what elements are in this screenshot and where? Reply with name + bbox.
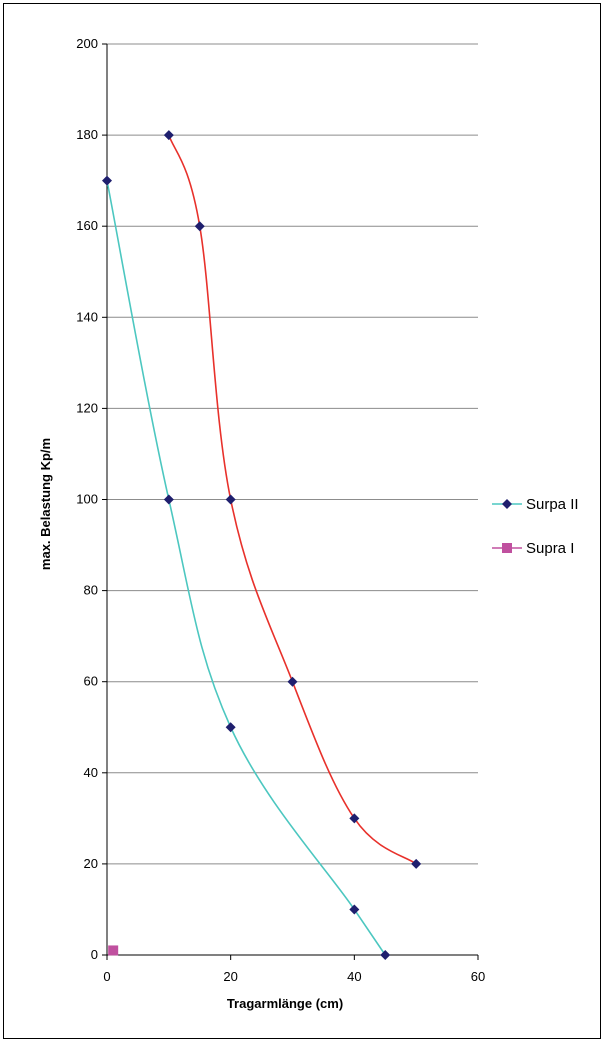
series-1-point-0 <box>163 130 174 141</box>
x-tick-label-1: 20 <box>223 969 237 984</box>
series-0-point-2 <box>225 722 236 733</box>
y-tick-label-7: 140 <box>76 309 98 324</box>
legend: Surpa II Supra I <box>492 496 579 557</box>
y-tick-label-0: 0 <box>91 947 98 962</box>
y-axis-title: max. Belastung Kp/m <box>38 438 53 570</box>
series-1-point-2 <box>225 494 236 505</box>
chart-frame: 0 20 40 60 80 100 120 140 160 180 200 0 20 40 60 Traga… <box>3 3 601 1039</box>
series-line-0 <box>106 180 386 956</box>
series-0-point-0 <box>102 175 112 186</box>
series-1-point-3 <box>287 676 298 687</box>
chart-svg: 0 20 40 60 80 100 120 140 160 180 200 0 20 40 60 Traga… <box>38 36 579 1011</box>
x-tick-label-0: 0 <box>103 969 110 984</box>
y-tick-label-6: 120 <box>76 400 98 415</box>
series-layer <box>106 134 417 956</box>
x-tick-label-2: 40 <box>347 969 361 984</box>
y-tick-label-8: 160 <box>76 218 98 233</box>
grid-layer <box>107 43 478 865</box>
y-tick-label-2: 40 <box>84 765 98 780</box>
y-tick-label-5: 100 <box>76 492 98 507</box>
series-1-point-5 <box>411 858 422 869</box>
legend-label-2: Supra I <box>526 540 574 557</box>
series-0-point-1 <box>163 494 174 505</box>
y-tick-label-9: 180 <box>76 127 98 142</box>
legend-marker-0 <box>502 499 512 509</box>
x-tick-label-3: 60 <box>471 969 485 984</box>
series-1-point-1 <box>194 221 205 232</box>
marker-layer <box>102 130 422 960</box>
series-0-point-3 <box>349 904 360 915</box>
y-tick-label-1: 20 <box>84 856 98 871</box>
legend-marker-2 <box>502 543 512 553</box>
series-0-point-4 <box>380 950 391 960</box>
y-tick-label-10: 200 <box>76 36 98 51</box>
series-2-point-0 <box>108 945 119 956</box>
axis-layer: 0 20 40 60 80 100 120 140 160 180 200 0 20 40 60 <box>76 36 485 984</box>
y-tick-label-3: 60 <box>84 674 98 689</box>
y-tick-label-4: 80 <box>84 583 98 598</box>
series-1-point-4 <box>349 813 360 824</box>
x-axis-title: Tragarmlänge (cm) <box>227 996 343 1011</box>
legend-label-0: Surpa II <box>526 496 579 513</box>
